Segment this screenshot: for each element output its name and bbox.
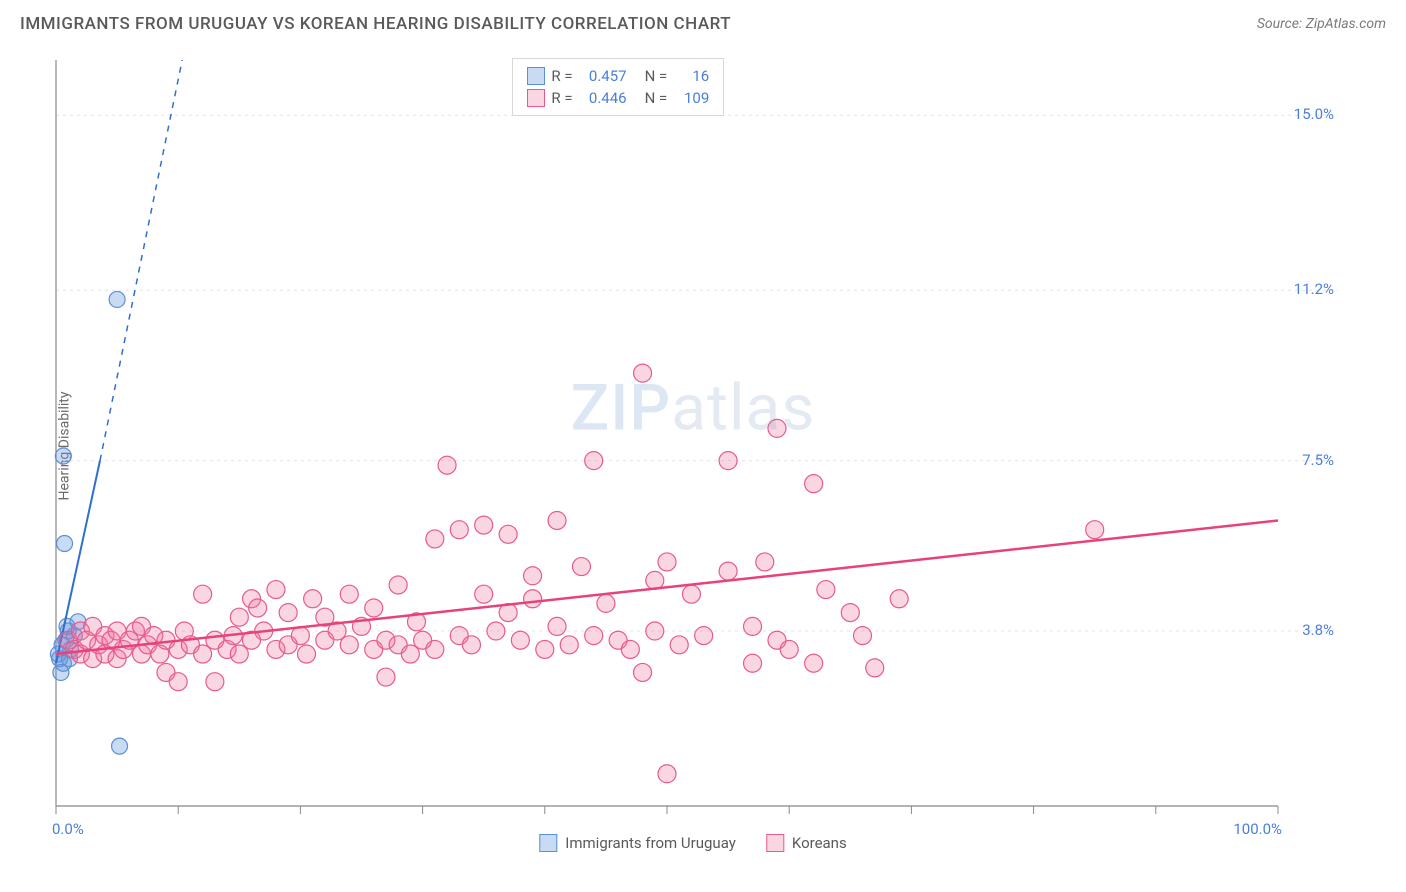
legend-r-label: R =	[551, 65, 572, 87]
y-tick-label: 15.0%	[1294, 105, 1334, 123]
legend-row: R = 0.446 N =109	[527, 87, 709, 109]
y-tick-label: 11.2%	[1294, 280, 1334, 298]
legend-r-value: 0.457	[579, 65, 627, 87]
legend-n-value: 109	[673, 87, 709, 109]
legend-n-label: N =	[645, 87, 668, 109]
scatter-svg	[48, 54, 1338, 824]
legend-swatch	[527, 89, 545, 107]
legend-swatch	[527, 67, 545, 85]
chart-title: IMMIGRANTS FROM URUGUAY VS KOREAN HEARIN…	[20, 14, 731, 34]
series-name: Koreans	[792, 834, 847, 852]
series-legend-item: Immigrants from Uruguay	[539, 834, 736, 852]
series-name: Immigrants from Uruguay	[565, 834, 736, 852]
legend-swatch	[539, 834, 557, 852]
legend-r-value: 0.446	[579, 87, 627, 109]
series-legend-item: Koreans	[766, 834, 847, 852]
y-tick-label: 7.5%	[1302, 451, 1334, 469]
legend-n-value: 16	[673, 65, 709, 87]
y-tick-label: 3.8%	[1302, 621, 1334, 639]
correlation-legend: R = 0.457 N =16 R = 0.446 N =109	[512, 58, 724, 116]
x-tick-label: 100.0%	[1233, 820, 1282, 838]
source-attribution: Source: ZipAtlas.com	[1257, 16, 1386, 32]
legend-row: R = 0.457 N =16	[527, 65, 709, 87]
legend-n-label: N =	[645, 65, 668, 87]
x-tick-label: 0.0%	[52, 820, 84, 838]
chart-plot-area: ZIPatlas R =0.457N =16R =0.446N =109 Imm…	[48, 54, 1338, 824]
legend-r-label: R =	[551, 87, 572, 109]
legend-swatch	[766, 834, 784, 852]
series-legend: Immigrants from Uruguay Koreans	[539, 834, 846, 852]
